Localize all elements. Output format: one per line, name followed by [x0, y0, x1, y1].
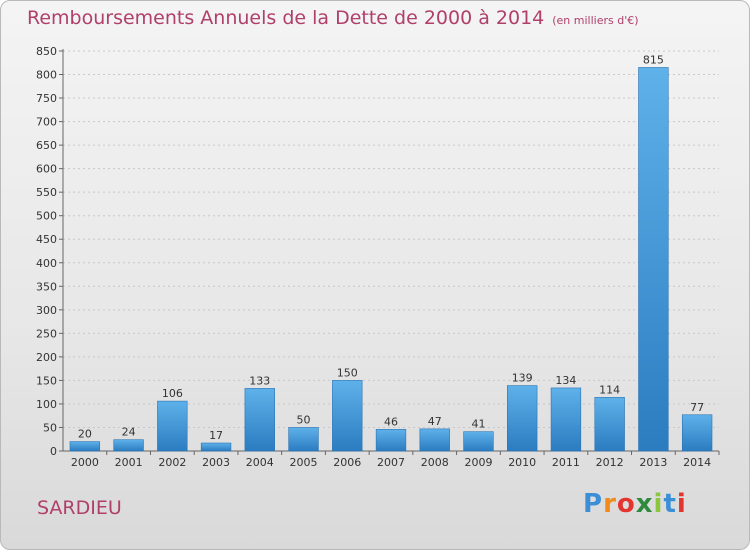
- chart-title-text: Remboursements Annuels de la Dette de 20…: [27, 7, 545, 29]
- grid-lines: [63, 50, 719, 428]
- bar-2012: [594, 397, 625, 452]
- y-tick-label: 550: [36, 186, 57, 199]
- value-label-2005: 50: [297, 413, 311, 426]
- y-tick-label: 800: [36, 69, 57, 82]
- bar-2001: [113, 439, 144, 452]
- bar-2009: [463, 431, 494, 452]
- value-label-2003: 17: [209, 429, 223, 442]
- bar-2006: [332, 380, 363, 452]
- y-tick-label: 300: [36, 304, 57, 317]
- x-tick-label-2009: 2009: [464, 456, 492, 469]
- bar-2013: [638, 67, 669, 452]
- x-tick-label-2003: 2003: [202, 456, 230, 469]
- logo-letter: i: [653, 489, 664, 519]
- x-tick-labels: 2000 2001 2002 2003 2004 2005 2006 2007 2008 2009…: [71, 456, 711, 469]
- value-label-2000: 20: [78, 428, 92, 441]
- x-tick-label-2012: 2012: [596, 456, 624, 469]
- bar-2002: [157, 400, 188, 452]
- bar-2007: [375, 429, 407, 452]
- bar-2000: [69, 441, 101, 452]
- y-tick-label: 50: [43, 421, 57, 434]
- y-tick-label: 450: [36, 233, 57, 246]
- y-tick-label: 250: [36, 327, 57, 340]
- x-tick-label-2013: 2013: [639, 456, 667, 469]
- bar-2003: [200, 442, 232, 452]
- value-label-2004: 133: [249, 374, 270, 387]
- logo-letter: t: [663, 489, 677, 519]
- value-label-2001: 24: [122, 426, 136, 439]
- x-tick-label-2002: 2002: [158, 456, 186, 469]
- x-tick-label-2011: 2011: [552, 456, 580, 469]
- value-label-2007: 46: [384, 415, 398, 428]
- y-tick-label: 500: [36, 210, 57, 223]
- y-tick-label: 400: [36, 257, 57, 270]
- x-tick-label-2008: 2008: [421, 456, 449, 469]
- y-tick-label: 150: [36, 374, 57, 387]
- logo-letter: P: [583, 489, 604, 519]
- bar-2008: [419, 428, 450, 452]
- y-tick-label: 600: [36, 163, 57, 176]
- logo-letter: r: [603, 489, 617, 519]
- logo-letter: i: [676, 489, 687, 519]
- proxiti-logo: Proxiti: [583, 489, 687, 519]
- y-tick-label: 750: [36, 92, 57, 105]
- x-tick-label-2000: 2000: [71, 456, 99, 469]
- x-tick-label-2004: 2004: [246, 456, 274, 469]
- value-label-2012: 114: [599, 383, 620, 396]
- chart-title: Remboursements Annuels de la Dette de 20…: [27, 7, 639, 29]
- x-tick-label-2006: 2006: [333, 456, 361, 469]
- x-tick-label-2005: 2005: [290, 456, 318, 469]
- value-label-2010: 139: [512, 372, 533, 385]
- x-tick-label-2007: 2007: [377, 456, 405, 469]
- bars: [69, 67, 713, 452]
- value-label-2009: 41: [471, 418, 485, 431]
- bar-2005: [288, 427, 319, 452]
- bar-2014: [681, 414, 713, 452]
- y-tick-labels: 0 50 100 150 200 250 300 350 400 450 500 550 600 650 7…: [36, 45, 57, 458]
- value-labels: 20 24 106 17 133 50 150 46 47 41 139 134 114 815 77: [78, 53, 704, 442]
- value-label-2014: 77: [690, 401, 704, 414]
- y-tick-label: 700: [36, 116, 57, 129]
- unit-note: (en milliers d'€): [552, 14, 639, 27]
- y-tick-label: 200: [36, 351, 57, 364]
- value-label-2008: 47: [428, 415, 442, 428]
- bar-2010: [507, 385, 538, 452]
- value-label-2006: 150: [337, 366, 358, 379]
- x-tick-label-2001: 2001: [115, 456, 143, 469]
- logo-letter: o: [616, 489, 636, 519]
- y-tick-label: 850: [36, 45, 57, 58]
- y-tick-label: 100: [36, 398, 57, 411]
- logo-letter: x: [635, 489, 654, 519]
- value-label-2002: 106: [162, 387, 183, 400]
- y-tick-label: 350: [36, 280, 57, 293]
- y-tick-label: 650: [36, 139, 57, 152]
- commune-name: SARDIEU: [37, 497, 122, 519]
- value-label-2013: 815: [643, 53, 664, 66]
- bar-2011: [550, 387, 582, 452]
- y-tick-label: 0: [50, 445, 57, 458]
- x-tick-label-2010: 2010: [508, 456, 536, 469]
- x-tick-label-2014: 2014: [683, 456, 711, 469]
- bar-2004: [244, 388, 275, 452]
- value-label-2011: 134: [555, 374, 576, 387]
